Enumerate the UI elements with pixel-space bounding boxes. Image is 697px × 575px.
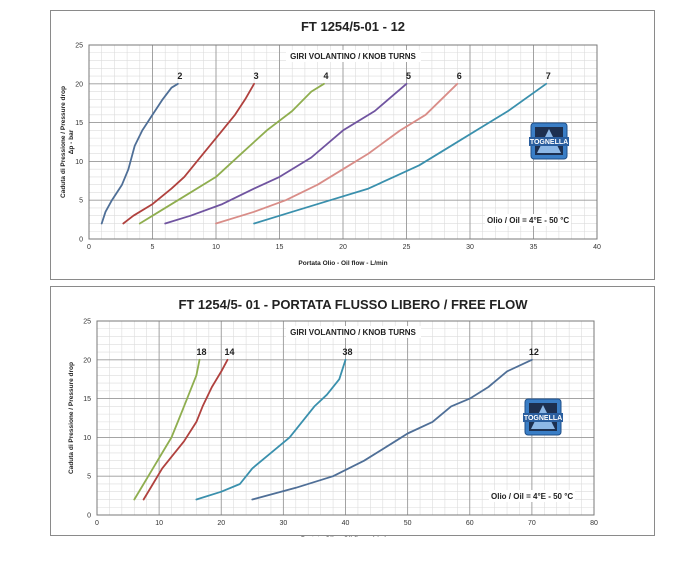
series-label-38: 38 [342, 347, 352, 357]
chart-title: FT 1254/5-01 - 12 [301, 19, 405, 34]
y-tick-label: 25 [83, 319, 91, 326]
series-label-5: 5 [406, 71, 411, 81]
series-label-18: 18 [196, 347, 206, 357]
logo-text: TOGNELLA [530, 139, 568, 146]
series-line-6 [215, 82, 459, 225]
x-tick-label: 10 [155, 520, 163, 527]
series-line-3 [122, 82, 256, 225]
y-tick-label: 0 [79, 237, 83, 244]
y-tick-label: 5 [87, 474, 91, 481]
series-line-38 [195, 358, 347, 501]
series-label-12: 12 [529, 347, 539, 357]
x-tick-label: 30 [279, 520, 287, 527]
x-tick-label: 80 [590, 520, 598, 527]
series-line-12 [251, 358, 533, 501]
chart-subtitle: GIRI VOLANTINO / KNOB TURNS [290, 328, 416, 337]
y-axis-label: Caduta di Pressione / Pressure drop [68, 362, 75, 474]
x-tick-label: 60 [466, 520, 474, 527]
series-label-7: 7 [546, 71, 551, 81]
series-line-5 [164, 82, 408, 225]
y-tick-label: 10 [75, 159, 83, 166]
y-tick-label: 25 [75, 43, 83, 50]
logo-band [523, 413, 563, 422]
chart-subtitle: GIRI VOLANTINO / KNOB TURNS [290, 52, 416, 61]
series-label-6: 6 [457, 71, 462, 81]
y-tick-label: 20 [83, 357, 91, 364]
series-line-18 [133, 358, 201, 501]
x-axis-label: Portata Olio - Oil flow - L/min [298, 260, 387, 267]
y-axis-label-unit: Δp - bar [68, 129, 75, 154]
subtitle-background [286, 326, 421, 338]
chart-bottom-svg: 0 10 20 30 40 50 60 70 80 0 5 10 15 20 25 FT 1254/5- 01… [68, 297, 598, 537]
oil-note: Olio / Oil = 4°E - 50 °C [491, 492, 573, 501]
series-label-2: 2 [177, 71, 182, 81]
x-tick-label: 50 [404, 520, 412, 527]
x-tick-label: 30 [466, 244, 474, 251]
series-line-7 [253, 82, 548, 225]
plot-area [88, 44, 598, 240]
chart-title: FT 1254/5- 01 - PORTATA FLUSSO LIBERO / … [178, 297, 528, 312]
series-label-3: 3 [254, 71, 259, 81]
x-tick-label: 35 [530, 244, 538, 251]
logo-text: TOGNELLA [524, 415, 562, 422]
chart-panel-bottom: 0 10 20 30 40 50 60 70 80 0 5 10 15 20 25 FT 1254/5- 01… [50, 286, 655, 537]
x-tick-label: 40 [342, 520, 350, 527]
series-line-14 [142, 358, 229, 501]
x-axis-label: Portata Olio - Oil flow - L/min [301, 536, 390, 537]
x-tick-label: 0 [87, 244, 91, 251]
series-line-4 [138, 82, 325, 225]
x-tick-label: 10 [212, 244, 220, 251]
oil-note: Olio / Oil = 4°E - 50 °C [487, 216, 569, 225]
chart-panel-top: 0 5 10 15 20 25 30 35 40 0 5 10 15 20 25 FT 1254/5-01 -… [50, 10, 655, 280]
logo-band [529, 137, 569, 146]
x-tick-label: 70 [528, 520, 536, 527]
note-background [489, 490, 575, 502]
x-tick-label: 20 [339, 244, 347, 251]
subtitle-background [286, 50, 421, 62]
y-tick-label: 5 [79, 198, 83, 205]
x-tick-label: 15 [276, 244, 284, 251]
x-tick-label: 25 [403, 244, 411, 251]
y-tick-label: 15 [75, 120, 83, 127]
y-tick-label: 10 [83, 435, 91, 442]
series-label-14: 14 [224, 347, 234, 357]
plot-area [96, 320, 595, 516]
y-axis-label: Caduta di Pressione / Pressure drop [60, 86, 67, 198]
series-label-4: 4 [323, 71, 328, 81]
y-tick-label: 20 [75, 81, 83, 88]
x-tick-label: 20 [217, 520, 225, 527]
x-tick-label: 5 [151, 244, 155, 251]
y-tick-label: 0 [87, 513, 91, 520]
x-tick-label: 40 [593, 244, 601, 251]
y-tick-label: 15 [83, 396, 91, 403]
series-line-2 [100, 82, 179, 225]
note-background [485, 214, 571, 226]
x-tick-label: 0 [95, 520, 99, 527]
